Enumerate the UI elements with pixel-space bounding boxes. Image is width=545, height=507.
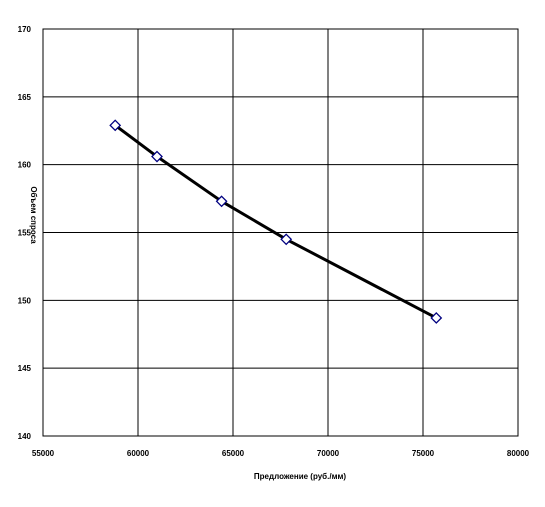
- data-point-marker: [151, 150, 163, 163]
- x-tick-label: 65000: [222, 449, 245, 458]
- y-tick-label: 145: [18, 364, 32, 373]
- y-tick-label: 160: [18, 161, 32, 170]
- data-point-marker: [109, 119, 122, 132]
- y-tick-labels: 140 145 150 155 160 165 170: [18, 25, 32, 441]
- plot-frame: [42, 28, 519, 437]
- data-point-marker: [280, 233, 293, 246]
- plot-area: [109, 119, 443, 324]
- x-axis-label: Предложение (руб./мм): [254, 472, 346, 481]
- x-tick-labels: 55000 60000 65000 70000 75000 80000: [32, 449, 530, 458]
- series-line: [114, 124, 437, 320]
- y-tick-label: 140: [18, 432, 32, 441]
- x-tick-label: 70000: [317, 449, 340, 458]
- data-point-marker: [430, 312, 443, 324]
- x-tick-label: 75000: [412, 449, 435, 458]
- y-tick-label: 165: [18, 93, 32, 102]
- x-tick-label: 80000: [507, 449, 530, 458]
- y-axis-label: Объем спроса: [29, 186, 38, 244]
- grid: [42, 28, 519, 437]
- y-tick-label: 170: [18, 25, 32, 34]
- y-tick-label: 155: [18, 229, 32, 238]
- x-tick-label: 55000: [32, 449, 55, 458]
- data-point-marker: [215, 195, 228, 208]
- x-tick-label: 60000: [127, 449, 150, 458]
- y-tick-label: 150: [18, 296, 32, 305]
